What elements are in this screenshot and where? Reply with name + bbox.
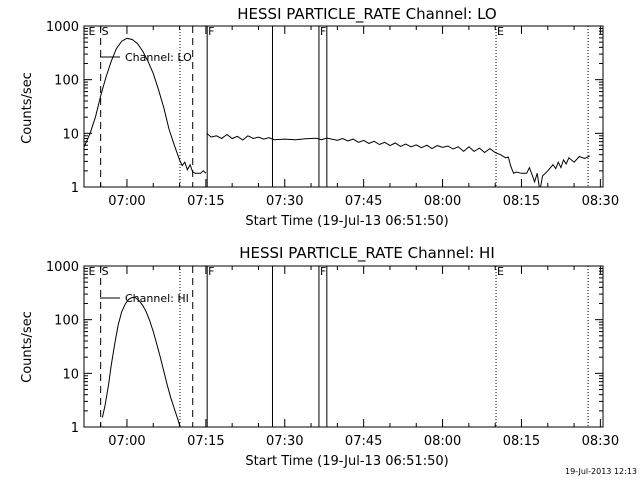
lo-x-tick-label: 07:30 <box>266 194 303 209</box>
hi-channel-panel: HESSI PARTICLE_RATE Channel: HI Counts/s… <box>20 244 619 469</box>
lo-x-tick-label: 07:15 <box>187 194 224 209</box>
hi-y-tick-label: 10 <box>62 367 79 382</box>
lo-flag-label: E <box>497 25 504 38</box>
hi-x-tick-label: 08:15 <box>503 434 540 449</box>
lo-x-tick-label: 07:00 <box>108 194 145 209</box>
hi-x-tick-label: 07:15 <box>187 434 224 449</box>
hi-series-line <box>101 296 181 427</box>
lo-x-tick-label: 07:45 <box>345 194 382 209</box>
hi-flag-label: F <box>208 265 214 278</box>
lo-series-line <box>206 132 591 187</box>
hi-flag-label: F <box>320 265 326 278</box>
lo-y-tick-label: 100 <box>54 74 79 89</box>
hi-y-tick-label: 100 <box>54 314 79 329</box>
lo-series-line <box>84 37 207 174</box>
hi-plot-frame <box>83 265 604 428</box>
hi-y-tick-label: 1 <box>71 421 79 436</box>
hi-y-tick-label: 1000 <box>46 260 79 275</box>
lo-y-axis-label: Counts/sec <box>20 72 35 144</box>
lo-y-tick-label: 1000 <box>46 20 79 35</box>
hi-legend-label: Channel: HI <box>125 292 189 305</box>
lo-y-tick-label: 10 <box>62 127 79 142</box>
lo-x-tick-label: 08:30 <box>582 194 619 209</box>
lo-x-tick-label: 08:00 <box>424 194 461 209</box>
lo-flag-label: E <box>89 25 96 38</box>
lo-x-tick-label: 08:15 <box>503 194 540 209</box>
lo-flag-label: F <box>320 25 326 38</box>
hi-flag-label: E <box>89 265 96 278</box>
lo-y-tick-label: 1 <box>71 181 79 196</box>
lo-flag-label: S <box>102 25 109 38</box>
generation-timestamp: 19-Jul-2013 12:13 <box>565 467 637 476</box>
hi-x-axis-label: Start Time (19-Jul-13 06:51:50) <box>245 454 448 469</box>
lo-chart-title: HESSI PARTICLE_RATE Channel: LO <box>237 5 496 24</box>
lo-legend-label: Channel: LO <box>125 51 192 64</box>
hi-x-tick-label: 07:00 <box>108 434 145 449</box>
hi-flag-label: S <box>102 265 109 278</box>
hi-flag-label: E <box>497 265 504 278</box>
hi-x-tick-label: 07:30 <box>266 434 303 449</box>
lo-x-axis-label: Start Time (19-Jul-13 06:51:50) <box>245 214 448 229</box>
lo-channel-panel: HESSI PARTICLE_RATE Channel: LO Counts/s… <box>20 5 619 229</box>
hi-x-tick-label: 08:30 <box>582 434 619 449</box>
hi-x-tick-label: 08:00 <box>424 434 461 449</box>
lo-plot-frame <box>83 25 604 188</box>
hi-chart-title: HESSI PARTICLE_RATE Channel: HI <box>239 244 495 263</box>
hi-x-tick-label: 07:45 <box>345 434 382 449</box>
lo-flag-label: F <box>208 25 214 38</box>
hi-y-axis-label: Counts/sec <box>20 311 35 383</box>
